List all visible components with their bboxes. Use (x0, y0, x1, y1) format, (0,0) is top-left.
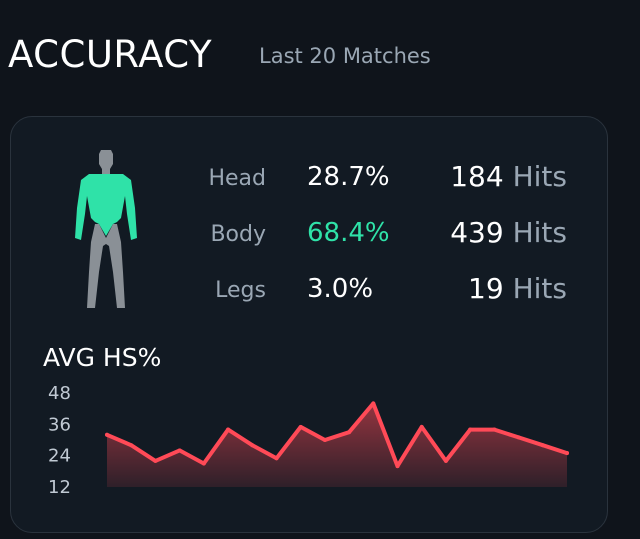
page-title: ACCURACY (8, 33, 213, 76)
percent-value: 3.0% (307, 274, 374, 304)
data-point (201, 461, 206, 466)
data-point (177, 448, 182, 453)
accuracy-row-body: Body 68.4% 439 Hits (11, 217, 607, 251)
data-point (298, 424, 303, 429)
data-point (322, 438, 327, 442)
data-point (419, 424, 424, 429)
percent-value: 68.4% (307, 218, 390, 248)
y-tick-label: 36 (48, 414, 71, 435)
data-point (226, 427, 231, 432)
data-point (250, 443, 255, 448)
hits-number: 439 (450, 216, 504, 249)
y-tick-label: 48 (48, 383, 71, 404)
hits-count: 184 Hits (450, 163, 567, 191)
hits-number: 19 (468, 272, 504, 305)
hits-number: 184 (450, 160, 504, 193)
accuracy-row-head: Head 28.7% 184 Hits (11, 161, 607, 195)
hits-unit: Hits (512, 272, 567, 305)
y-tick-label: 24 (48, 446, 71, 467)
series-area (107, 403, 567, 487)
data-point (105, 432, 109, 437)
accuracy-row-legs: Legs 3.0% 19 Hits (11, 273, 607, 307)
hits-count: 19 Hits (468, 275, 567, 303)
figure-torso (75, 174, 137, 240)
body-part-label: Body (210, 222, 266, 247)
figure-head (99, 150, 113, 169)
figure-legs (87, 224, 125, 308)
data-point (347, 430, 352, 435)
hits-unit: Hits (512, 216, 567, 249)
data-point (565, 451, 569, 456)
matches-filter-label[interactable]: Last 20 Matches (259, 44, 431, 68)
data-point (443, 458, 448, 463)
data-point (516, 435, 521, 440)
data-point (153, 458, 158, 463)
hits-count: 439 Hits (450, 219, 567, 247)
avg-hs-chart: 48 36 24 12 (48, 383, 569, 498)
human-body-silhouette-icon (75, 150, 137, 308)
accuracy-card: Head 28.7% 184 Hits Body 68.4% 439 Hits … (10, 116, 608, 533)
chart-title: AVG HS% (43, 343, 162, 372)
data-point (129, 443, 134, 448)
data-point (395, 464, 400, 469)
y-tick-label: 12 (48, 477, 71, 498)
hits-unit: Hits (512, 160, 567, 193)
data-point (468, 427, 473, 432)
data-point (371, 401, 376, 406)
figure-neck (102, 168, 110, 174)
percent-value: 28.7% (307, 162, 390, 192)
data-point (274, 456, 279, 461)
series-line (105, 401, 569, 469)
data-point (492, 427, 497, 432)
data-point (540, 443, 545, 448)
body-part-label: Head (208, 166, 266, 191)
body-part-label: Legs (215, 278, 266, 303)
